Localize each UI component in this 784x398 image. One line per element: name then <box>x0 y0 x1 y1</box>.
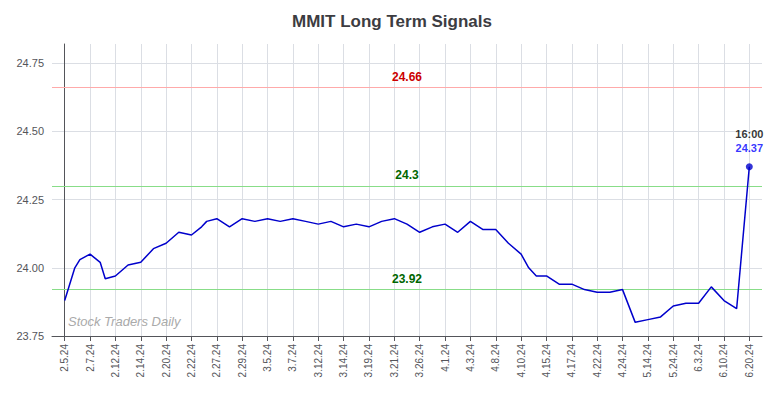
svg-text:16:00: 16:00 <box>735 128 763 140</box>
svg-text:2.14.24: 2.14.24 <box>135 344 146 378</box>
svg-text:24.66: 24.66 <box>392 70 422 84</box>
svg-text:3.12.24: 3.12.24 <box>313 344 324 378</box>
svg-text:24.37: 24.37 <box>736 142 764 154</box>
svg-text:24.00: 24.00 <box>16 262 44 274</box>
svg-text:6.10.24: 6.10.24 <box>718 344 729 378</box>
svg-text:2.5.24: 2.5.24 <box>59 344 70 372</box>
svg-text:5.14.24: 5.14.24 <box>642 344 653 378</box>
svg-text:3.7.24: 3.7.24 <box>287 344 298 372</box>
svg-text:24.75: 24.75 <box>16 57 44 69</box>
svg-text:Stock Traders Daily: Stock Traders Daily <box>68 314 182 329</box>
svg-text:6.3.24: 6.3.24 <box>693 344 704 372</box>
svg-text:23.75: 23.75 <box>16 330 44 342</box>
svg-text:23.92: 23.92 <box>392 272 422 286</box>
svg-text:24.3: 24.3 <box>395 168 419 182</box>
svg-text:2.29.24: 2.29.24 <box>237 344 248 378</box>
svg-text:6.20.24: 6.20.24 <box>744 344 755 378</box>
svg-text:24.25: 24.25 <box>16 194 44 206</box>
svg-text:3.19.24: 3.19.24 <box>363 344 374 378</box>
svg-text:4.15.24: 4.15.24 <box>541 344 552 378</box>
svg-text:4.3.24: 4.3.24 <box>465 344 476 372</box>
svg-text:2.27.24: 2.27.24 <box>211 344 222 378</box>
svg-text:MMIT Long Term Signals: MMIT Long Term Signals <box>292 12 492 31</box>
svg-text:4.1.24: 4.1.24 <box>440 344 451 372</box>
svg-text:4.22.24: 4.22.24 <box>592 344 603 378</box>
svg-text:4.10.24: 4.10.24 <box>516 344 527 378</box>
svg-text:3.5.24: 3.5.24 <box>262 344 273 372</box>
svg-text:2.12.24: 2.12.24 <box>110 344 121 378</box>
svg-text:5.24.24: 5.24.24 <box>668 344 679 378</box>
svg-text:4.17.24: 4.17.24 <box>566 344 577 378</box>
svg-text:3.26.24: 3.26.24 <box>414 344 425 378</box>
svg-text:4.24.24: 4.24.24 <box>617 344 628 378</box>
svg-text:2.22.24: 2.22.24 <box>186 344 197 378</box>
svg-text:2.20.24: 2.20.24 <box>161 344 172 378</box>
svg-text:4.8.24: 4.8.24 <box>490 344 501 372</box>
svg-text:3.14.24: 3.14.24 <box>338 344 349 378</box>
svg-text:2.7.24: 2.7.24 <box>85 344 96 372</box>
svg-text:3.21.24: 3.21.24 <box>389 344 400 378</box>
svg-text:24.50: 24.50 <box>16 125 44 137</box>
